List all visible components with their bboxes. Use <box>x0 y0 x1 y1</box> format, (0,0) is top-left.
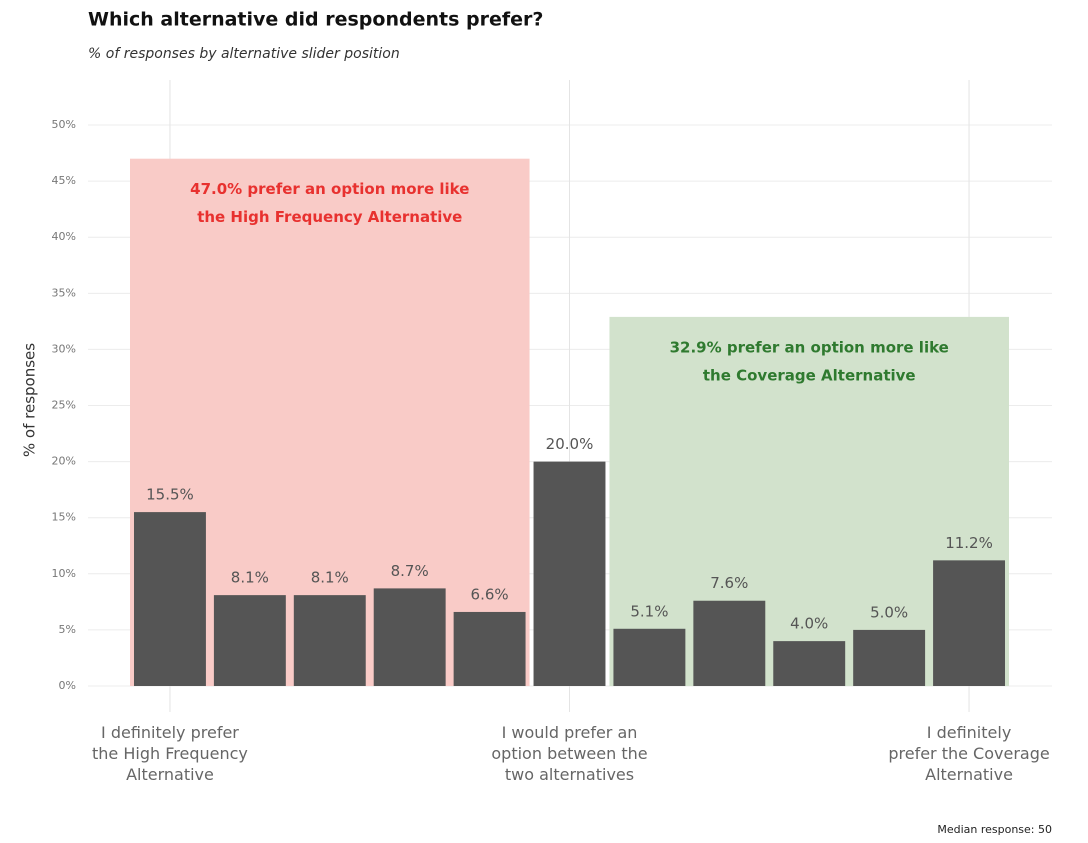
y-tick-label: 35% <box>52 286 76 299</box>
y-tick-label: 40% <box>52 230 76 243</box>
bar <box>213 595 286 686</box>
chart-subtitle: % of responses by alternative slider pos… <box>88 46 400 62</box>
bar <box>613 628 686 686</box>
value-label: 8.1% <box>311 569 349 587</box>
value-label: 20.0% <box>546 435 594 453</box>
bar <box>133 512 206 686</box>
value-label: 5.1% <box>630 602 668 620</box>
bar <box>453 611 526 686</box>
y-tick-label: 15% <box>52 511 76 524</box>
bar <box>373 588 446 686</box>
y-tick-label: 50% <box>52 118 76 131</box>
y-tick-label: 25% <box>52 399 76 412</box>
region-label: 32.9% prefer an option more like <box>670 338 949 356</box>
y-tick-label: 45% <box>52 174 76 187</box>
value-label: 15.5% <box>146 486 194 504</box>
bar <box>933 560 1006 686</box>
bar <box>293 595 366 686</box>
bar <box>853 629 926 686</box>
x-tick-label: I definitely prefer the High Frequency A… <box>92 723 248 784</box>
region-label: the High Frequency Alternative <box>197 208 462 226</box>
value-label: 4.0% <box>790 615 828 633</box>
value-label: 8.1% <box>231 569 269 587</box>
bar <box>693 600 766 686</box>
x-tick-label: I definitely prefer the Coverage Alterna… <box>888 723 1050 784</box>
y-tick-label: 20% <box>52 455 76 468</box>
value-label: 6.6% <box>471 585 509 603</box>
x-tick-label: I would prefer an option between the two… <box>491 723 648 784</box>
caption: Median response: 50 <box>937 823 1052 836</box>
chart-title: Which alternative did respondents prefer… <box>88 9 543 31</box>
value-label: 11.2% <box>945 534 993 552</box>
y-tick-label: 5% <box>59 623 76 636</box>
bar <box>773 641 846 686</box>
y-tick-label: 30% <box>52 342 76 355</box>
region-label: 47.0% prefer an option more like <box>190 180 469 198</box>
y-tick-label: 0% <box>59 679 76 692</box>
region-label: the Coverage Alternative <box>703 366 916 384</box>
bar <box>533 461 606 686</box>
y-tick-label: 10% <box>52 567 76 580</box>
y-axis-label: % of responses <box>21 343 39 457</box>
value-label: 8.7% <box>391 562 429 580</box>
value-label: 7.6% <box>710 574 748 592</box>
value-label: 5.0% <box>870 603 908 621</box>
